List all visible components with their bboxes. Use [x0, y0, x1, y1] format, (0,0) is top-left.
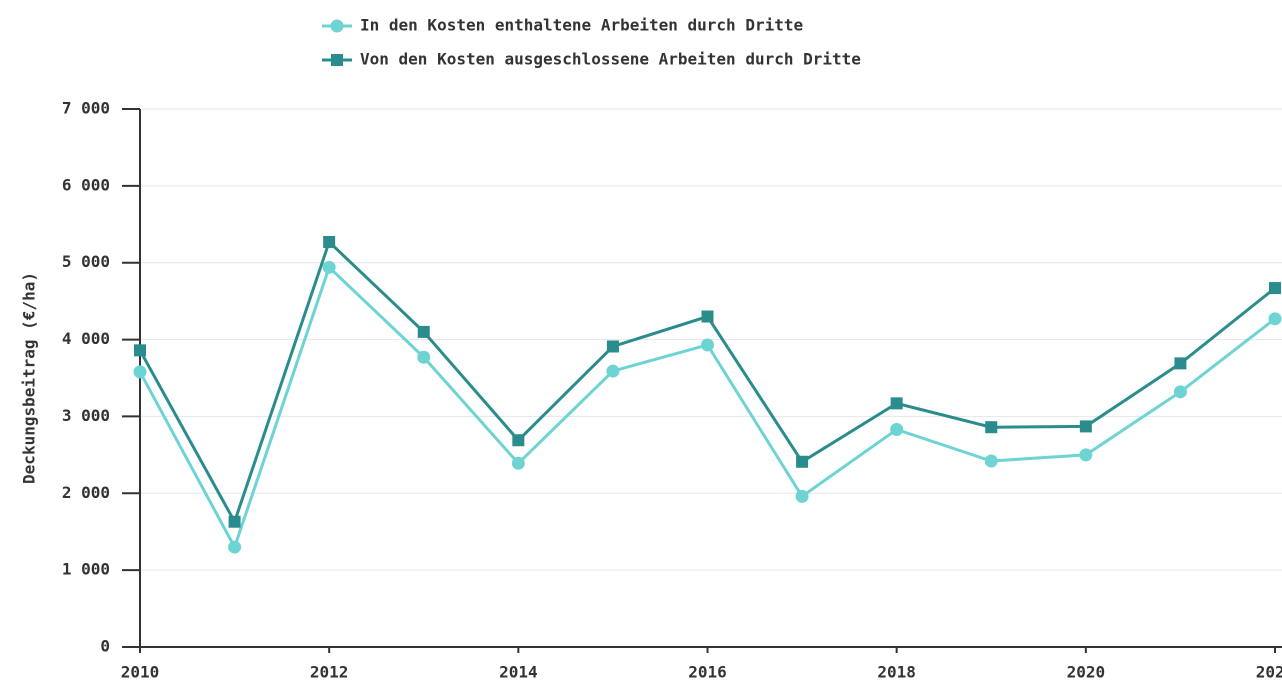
- y-axis-label: Deckungsbeitrag (€/ha): [20, 272, 39, 484]
- data-point: [512, 434, 525, 447]
- y-tick-label: 0: [100, 637, 110, 656]
- x-tick-label: 2020: [1067, 663, 1106, 682]
- data-point: [1079, 420, 1092, 433]
- data-point: [890, 422, 904, 436]
- data-point: [134, 344, 146, 357]
- data-point: [228, 540, 242, 554]
- x-tick-label: 2010: [121, 663, 160, 682]
- y-tick-label: 5 000: [62, 252, 110, 271]
- data-point: [1269, 282, 1281, 295]
- data-point: [417, 325, 430, 338]
- data-point: [511, 456, 525, 470]
- legend-marker: [330, 19, 344, 33]
- data-point: [1173, 385, 1187, 399]
- data-point: [322, 260, 336, 274]
- data-point: [1174, 357, 1187, 370]
- y-tick-label: 1 000: [62, 560, 110, 579]
- data-point: [795, 489, 809, 503]
- data-point: [323, 235, 336, 248]
- data-point: [984, 454, 998, 468]
- series-line: [138, 264, 1276, 551]
- x-tick-label: 2022: [1256, 663, 1282, 682]
- x-tick-label: 2014: [499, 663, 538, 682]
- y-tick-label: 4 000: [62, 329, 110, 348]
- data-point: [701, 338, 714, 352]
- data-point: [701, 310, 714, 323]
- legend-label: Von den Kosten ausgeschlossene Arbeiten …: [360, 50, 861, 69]
- x-tick-label: 2012: [310, 663, 349, 682]
- data-point: [228, 515, 241, 528]
- y-tick-label: 2 000: [62, 483, 110, 502]
- legend-marker: [331, 54, 343, 66]
- legend-label: In den Kosten enthaltene Arbeiten durch …: [360, 16, 803, 35]
- data-point: [1268, 312, 1282, 326]
- y-tick-label: 3 000: [62, 406, 110, 425]
- data-point: [606, 340, 619, 353]
- y-tick-label: 6 000: [62, 175, 110, 194]
- x-tick-label: 2018: [877, 663, 916, 682]
- y-tick-label: 7 000: [62, 99, 110, 118]
- x-tick-label: 2016: [688, 663, 727, 682]
- data-point: [890, 397, 903, 410]
- data-point: [985, 421, 998, 434]
- series-line: [138, 239, 1276, 526]
- data-point: [1079, 448, 1093, 462]
- data-point: [133, 365, 147, 379]
- data-point: [417, 350, 431, 364]
- data-point: [796, 455, 809, 468]
- data-point: [606, 364, 620, 378]
